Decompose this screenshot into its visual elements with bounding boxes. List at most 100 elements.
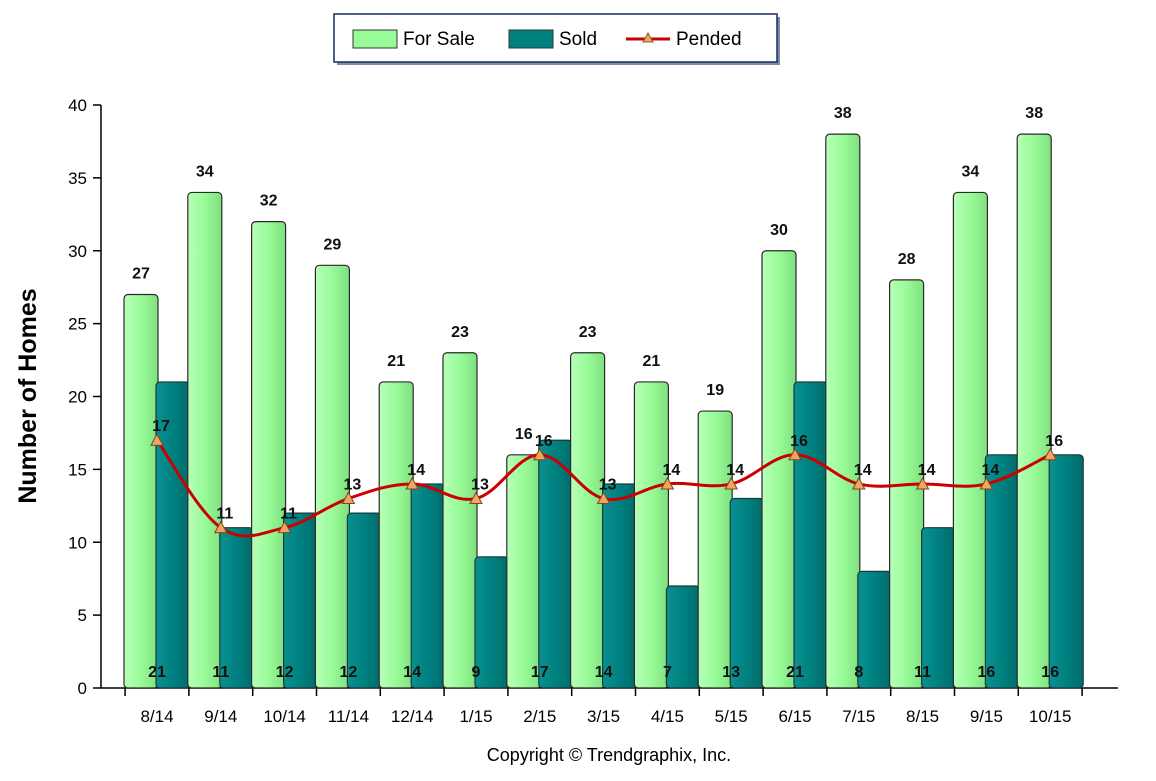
- marker-pended: [405, 476, 420, 490]
- x-tick-label: 9/14: [204, 707, 237, 726]
- bar-sold: [283, 512, 319, 689]
- legend-label-sold: Sold: [559, 29, 597, 50]
- bar-sold: [729, 497, 765, 689]
- y-tick-label: 10: [68, 533, 87, 552]
- x-tick-label: 2/15: [523, 707, 556, 726]
- y-tick-label: 30: [68, 242, 87, 261]
- x-tick-label: 8/14: [140, 707, 173, 726]
- bar-sold: [346, 512, 382, 689]
- y-tick-label: 25: [68, 315, 87, 334]
- data-label-for-sale: 23: [579, 324, 597, 341]
- bar-for-sale: [442, 352, 478, 689]
- data-label-sold: 12: [276, 664, 294, 681]
- data-label-pended: 16: [790, 433, 808, 450]
- x-tick-label: 11/14: [328, 707, 369, 726]
- bar-for-sale: [697, 410, 733, 689]
- bar-for-sale: [506, 454, 542, 689]
- bar-for-sale: [761, 250, 797, 689]
- data-label-pended: 13: [344, 477, 362, 494]
- marker-pended: [660, 476, 675, 490]
- data-label-sold: 7: [663, 664, 672, 681]
- legend-label-pended: Pended: [676, 29, 742, 50]
- marker-pended: [469, 491, 483, 505]
- data-label-pended: 13: [471, 477, 489, 494]
- marker-pended: [724, 476, 739, 490]
- data-label-pended: 14: [407, 462, 425, 479]
- data-label-pended: 14: [982, 462, 1000, 479]
- data-label-pended: 14: [918, 462, 936, 479]
- x-tick-label: 6/15: [778, 707, 811, 726]
- legend-marker-pended: [642, 31, 654, 43]
- bar-sold: [410, 483, 446, 689]
- legend: For Sale Sold Pended: [333, 13, 780, 65]
- data-label-sold: 13: [722, 664, 740, 681]
- bar-for-sale: [187, 191, 223, 689]
- data-label-pended: 14: [726, 462, 744, 479]
- marker-pended: [915, 476, 930, 490]
- x-tick-label: 8/15: [906, 707, 939, 726]
- bar-for-sale: [378, 381, 414, 689]
- marker-pended: [1043, 447, 1058, 461]
- bar-sold: [984, 454, 1021, 689]
- data-label-pended: 16: [535, 433, 553, 450]
- y-tick-label: 35: [68, 169, 87, 188]
- marker-pended: [596, 491, 611, 505]
- data-label-pended: 11: [216, 506, 233, 523]
- x-tick-label: 1/15: [459, 707, 492, 726]
- data-label-pended: 17: [152, 418, 170, 435]
- x-tick-label: 4/15: [651, 707, 684, 726]
- y-tick-label: 5: [78, 606, 87, 625]
- data-label-for-sale: 19: [706, 382, 724, 399]
- bar-for-sale: [952, 191, 989, 689]
- data-label-pended: 16: [1045, 433, 1063, 450]
- data-label-sold: 21: [786, 664, 804, 681]
- data-label-sold: 14: [595, 664, 613, 681]
- data-label-for-sale: 27: [132, 265, 150, 282]
- data-label-for-sale: 28: [898, 251, 916, 268]
- data-label-pended: 11: [280, 506, 297, 523]
- legend-box: [333, 13, 778, 63]
- bar-sold: [793, 381, 829, 689]
- data-label-for-sale: 30: [770, 222, 788, 239]
- x-tick-label: 10/15: [1029, 707, 1072, 726]
- data-label-for-sale: 38: [834, 105, 852, 122]
- bar-for-sale: [825, 133, 861, 689]
- bar-for-sale: [314, 264, 350, 689]
- x-tick-label: 7/15: [842, 707, 875, 726]
- data-label-sold: 11: [212, 664, 229, 681]
- marker-pended: [532, 447, 547, 461]
- data-label-for-sale: 16: [515, 426, 533, 443]
- data-label-for-sale: 34: [196, 163, 214, 180]
- data-label-for-sale: 38: [1025, 105, 1043, 122]
- data-label-sold: 21: [148, 664, 166, 681]
- bar-for-sale: [123, 293, 159, 689]
- bar-for-sale: [569, 352, 606, 689]
- data-label-pended: 14: [854, 462, 872, 479]
- marker-pended: [213, 520, 228, 534]
- data-label-for-sale: 29: [324, 236, 342, 253]
- bar-for-sale: [633, 381, 670, 689]
- y-tick-label: 15: [68, 460, 87, 479]
- x-tick-label: 10/14: [263, 707, 306, 726]
- data-label-for-sale: 34: [962, 163, 980, 180]
- marker-pended: [150, 433, 164, 446]
- data-label-sold: 16: [1041, 664, 1059, 681]
- line-pended: [155, 439, 1051, 538]
- copyright-text: Copyright © Trendgraphix, Inc.: [487, 745, 731, 765]
- data-label-sold: 9: [472, 664, 481, 681]
- marker-pended: [979, 476, 994, 490]
- bar-sold: [1048, 454, 1084, 689]
- data-label-sold: 14: [403, 664, 421, 681]
- data-label-pended: 14: [663, 462, 681, 479]
- y-axis-title: Number of Homes: [14, 288, 42, 503]
- marker-pended: [851, 476, 866, 490]
- bar-sold: [601, 483, 638, 689]
- y-tick-label: 20: [68, 388, 87, 407]
- data-label-sold: 16: [978, 664, 996, 681]
- data-label-for-sale: 21: [643, 353, 661, 370]
- plot-area: 0 5 10 15 20 25 30 35 40 27 21 8/14 34 11 9/14 32 12 10/1…: [68, 96, 1118, 726]
- marker-pended: [341, 491, 356, 505]
- y-tick-label: 0: [78, 679, 87, 698]
- bar-for-sale: [1016, 133, 1052, 689]
